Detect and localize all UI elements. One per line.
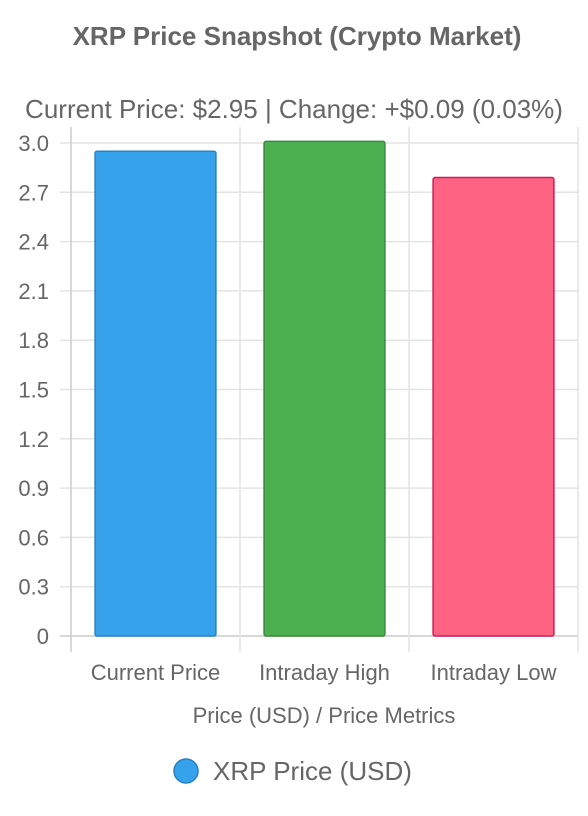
y-tick-label: 1.2 (18, 427, 49, 452)
x-axis-ticks: Current Price Intraday High Intraday Low (91, 660, 557, 685)
y-tick-label: 0.3 (18, 575, 49, 600)
x-axis-title: Price (USD) / Price Metrics (193, 703, 456, 728)
bars (94, 140, 555, 637)
y-axis-ticks: 0 0.3 0.6 0.9 1.2 1.5 1.8 2.1 2.4 2.7 3.0 (18, 131, 49, 649)
x-tick-label: Current Price (91, 660, 221, 685)
legend[interactable]: XRP Price (USD) (173, 756, 412, 786)
chart-subtitle: Current Price: $2.95 | Change: +$0.09 (0… (25, 94, 563, 124)
y-tick-label: 0.9 (18, 476, 49, 501)
y-tick-label: 1.8 (18, 328, 49, 353)
y-tick-label: 2.4 (18, 230, 49, 255)
y-tick-label: 1.5 (18, 378, 49, 403)
legend-label[interactable]: XRP Price (USD) (213, 756, 412, 786)
y-tick-label: 0.6 (18, 525, 49, 550)
x-tick-label: Intraday High (259, 660, 390, 685)
bar-intraday-low[interactable] (432, 176, 555, 637)
chart-title: XRP Price Snapshot (Crypto Market) (73, 21, 522, 51)
y-tick-label: 2.7 (18, 180, 49, 205)
bar-intraday-high[interactable] (263, 140, 386, 637)
y-tick-label: 2.1 (18, 279, 49, 304)
bar-current-price[interactable] (94, 150, 217, 637)
legend-marker[interactable] (173, 758, 199, 784)
y-tick-label: 0 (37, 624, 49, 649)
x-tick-label: Intraday Low (431, 660, 557, 685)
y-tick-label: 3.0 (18, 131, 49, 156)
